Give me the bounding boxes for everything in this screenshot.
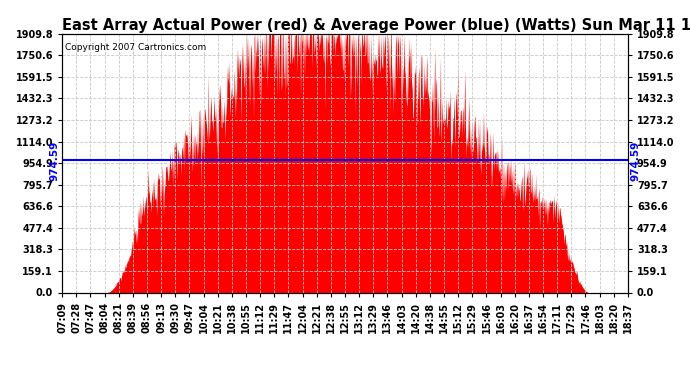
Text: East Array Actual Power (red) & Average Power (blue) (Watts) Sun Mar 11 18:51: East Array Actual Power (red) & Average …	[62, 18, 690, 33]
Text: 974.59: 974.59	[49, 140, 59, 181]
Text: 974.59: 974.59	[631, 140, 641, 181]
Text: Copyright 2007 Cartronics.com: Copyright 2007 Cartronics.com	[65, 43, 206, 52]
